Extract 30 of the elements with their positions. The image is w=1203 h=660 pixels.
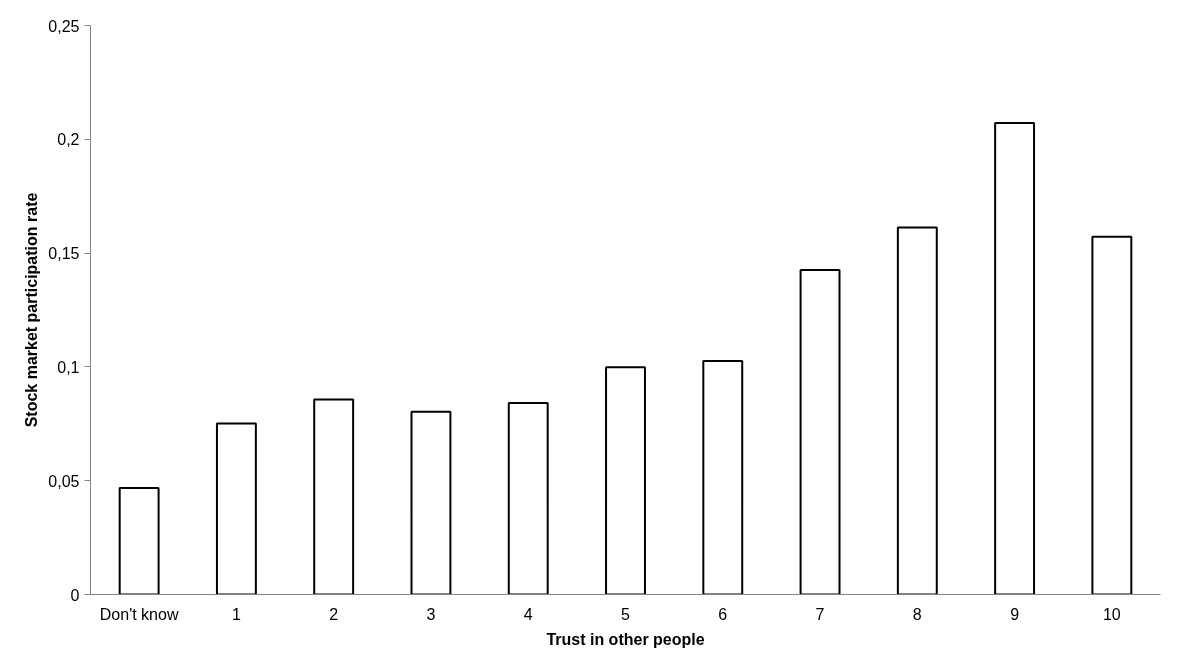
bar — [605, 366, 646, 595]
y-tick-label: 0,1 — [57, 358, 80, 376]
bar — [1091, 235, 1133, 595]
x-tick-label: 1 — [231, 605, 241, 623]
bar — [313, 398, 355, 595]
x-tick-label: 7 — [815, 605, 825, 623]
bar — [799, 268, 841, 595]
x-axis-title: Trust in other people — [546, 630, 705, 648]
x-tick-label: 10 — [1102, 605, 1121, 623]
bar — [896, 226, 938, 595]
x-tick-label: 5 — [621, 605, 631, 623]
x-tick-label: 9 — [1010, 605, 1020, 623]
bar — [507, 402, 549, 595]
bar — [702, 359, 744, 595]
bar — [994, 121, 1036, 595]
x-tick-label: 3 — [426, 605, 436, 623]
y-tick-label: 0,25 — [48, 17, 80, 35]
y-tick-label: 0,05 — [48, 472, 80, 490]
bar — [410, 410, 452, 595]
x-tick-label: 2 — [329, 605, 339, 623]
y-tick-label: 0,2 — [57, 131, 80, 149]
x-tick-label: 8 — [912, 605, 922, 623]
x-tick-label: Don't know — [99, 605, 179, 623]
y-tick-label: 0,15 — [48, 245, 80, 263]
y-tick-label: 0 — [70, 586, 80, 604]
x-tick-label: 4 — [523, 605, 533, 623]
x-tick-label: 6 — [718, 605, 728, 623]
y-axis-title: Stock market participation rate — [23, 192, 41, 428]
bar — [215, 422, 257, 595]
bar — [118, 486, 160, 595]
